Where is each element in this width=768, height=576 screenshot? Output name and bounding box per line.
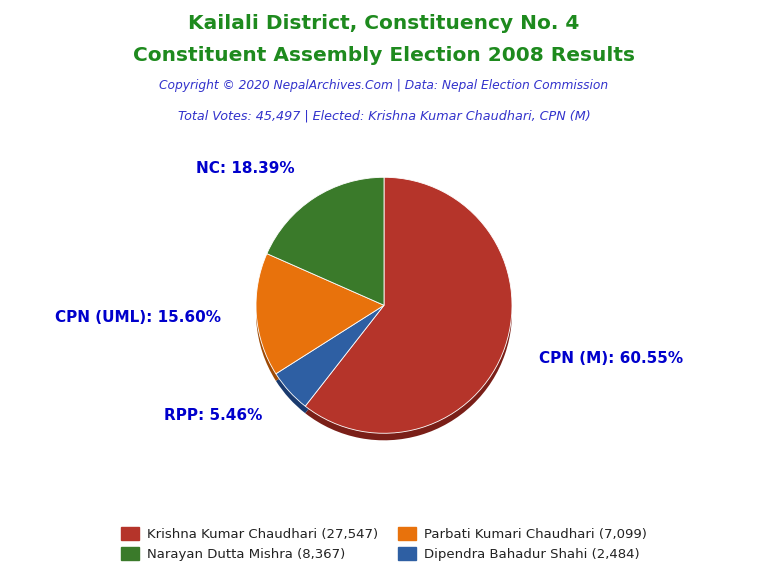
- Wedge shape: [267, 184, 384, 312]
- Text: Total Votes: 45,497 | Elected: Krishna Kumar Chaudhari, CPN (M): Total Votes: 45,497 | Elected: Krishna K…: [177, 109, 591, 123]
- Text: RPP: 5.46%: RPP: 5.46%: [164, 408, 263, 423]
- Wedge shape: [305, 177, 512, 433]
- Wedge shape: [267, 177, 384, 305]
- Wedge shape: [276, 305, 384, 406]
- Legend: Krishna Kumar Chaudhari (27,547), Narayan Dutta Mishra (8,367), Parbati Kumari C: Krishna Kumar Chaudhari (27,547), Naraya…: [115, 522, 653, 567]
- Wedge shape: [256, 253, 384, 374]
- Text: Constituent Assembly Election 2008 Results: Constituent Assembly Election 2008 Resul…: [133, 46, 635, 65]
- Text: NC: 18.39%: NC: 18.39%: [196, 161, 294, 176]
- Text: CPN (UML): 15.60%: CPN (UML): 15.60%: [55, 310, 220, 325]
- Wedge shape: [256, 261, 384, 381]
- Text: Copyright © 2020 NepalArchives.Com | Data: Nepal Election Commission: Copyright © 2020 NepalArchives.Com | Dat…: [160, 79, 608, 93]
- Text: Kailali District, Constituency No. 4: Kailali District, Constituency No. 4: [188, 14, 580, 33]
- Wedge shape: [276, 312, 384, 413]
- Wedge shape: [305, 184, 512, 440]
- Text: CPN (M): 60.55%: CPN (M): 60.55%: [539, 351, 683, 366]
